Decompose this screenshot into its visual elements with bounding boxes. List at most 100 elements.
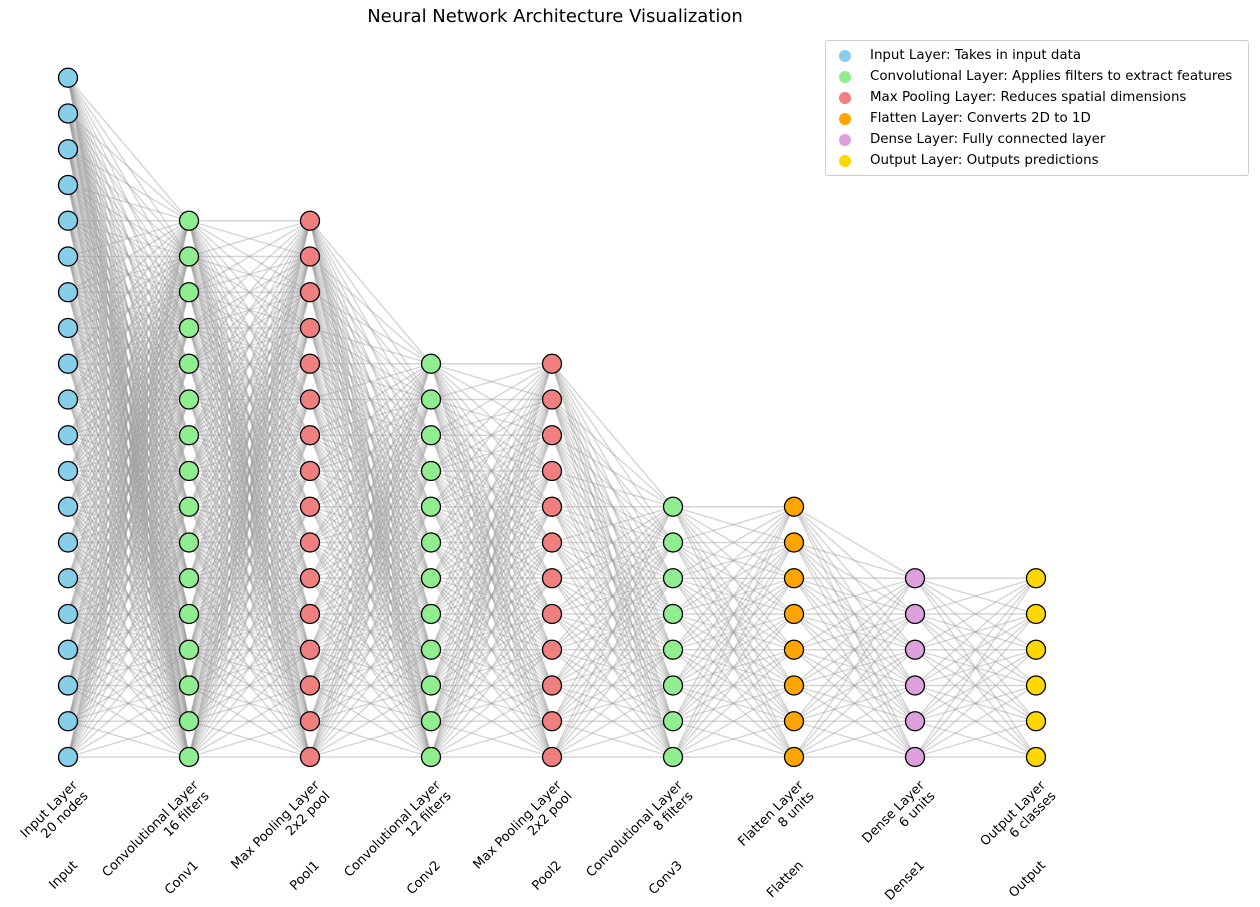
connection-edge (309, 506, 432, 651)
node-flatten (783, 675, 805, 696)
connection-edge (309, 649, 432, 722)
connection-edge (67, 363, 190, 472)
connection-edge (914, 684, 1037, 758)
connection-edge (551, 684, 674, 722)
connection-edge (67, 291, 190, 401)
connection-edge (309, 470, 432, 579)
connection-edge (793, 542, 916, 722)
node-dense1 (904, 746, 926, 768)
connection-edge (188, 577, 311, 687)
connection-edge (67, 77, 190, 436)
connection-edge (188, 506, 311, 686)
connection-edge (309, 434, 432, 651)
connection-edge (914, 684, 1037, 758)
connection-edge (188, 506, 311, 758)
connection-edge (430, 506, 553, 579)
connection-edge (188, 327, 311, 758)
connection-edge (67, 256, 190, 615)
connection-edge (914, 577, 1037, 615)
connection-edge (309, 470, 432, 722)
connection-edge (430, 434, 553, 686)
connection-edge (67, 291, 190, 365)
node-output (1025, 568, 1047, 589)
connection-edge (309, 613, 432, 687)
connection-edge (430, 434, 553, 544)
connection-edge (914, 613, 1037, 687)
connection-edge (188, 327, 311, 472)
connection-edge (309, 256, 432, 758)
connection-edge (67, 506, 190, 686)
connection-edge (672, 613, 795, 758)
connection-edge (188, 291, 311, 579)
connection-edge (188, 291, 311, 436)
connection-edge (188, 220, 311, 579)
connection-edge (188, 577, 311, 687)
connection-edge (67, 256, 190, 436)
connection-edge (188, 220, 311, 543)
connection-edge (67, 77, 190, 472)
connection-edge (67, 363, 190, 686)
connection-edge (309, 434, 432, 472)
connection-edge (188, 649, 311, 758)
connection-edge (430, 363, 553, 686)
connection-edge (67, 434, 190, 544)
connection-edge (67, 541, 190, 651)
connection-edge (672, 541, 795, 651)
connection-edge (672, 542, 795, 758)
connection-edge (188, 434, 311, 472)
connection-edge (551, 470, 674, 508)
connection-edge (67, 649, 190, 722)
node-conv2 (420, 711, 442, 732)
connection-edge (309, 363, 432, 579)
connection-edge (551, 613, 674, 651)
connection-edge (67, 256, 190, 686)
connection-edge (67, 363, 190, 436)
connection-edge (67, 398, 190, 472)
connection-edge (430, 684, 553, 722)
connection-edge (67, 327, 190, 579)
connection-edge (188, 220, 311, 329)
connection-edge (309, 399, 432, 686)
connection-edge (67, 77, 190, 722)
connection-edge (67, 363, 190, 472)
connection-edge (672, 577, 795, 687)
connection-edge (188, 399, 311, 722)
node-pool1 (299, 639, 321, 660)
connection-edge (188, 220, 311, 686)
connection-edge (309, 470, 432, 544)
connection-edge (188, 291, 311, 579)
connection-edge (188, 541, 311, 615)
connection-edge (430, 398, 553, 436)
node-conv1 (178, 639, 200, 660)
connection-edge (430, 434, 553, 722)
node-input (57, 174, 79, 196)
connection-edge (67, 148, 190, 258)
connection-edge (67, 649, 190, 758)
connection-edge (309, 220, 432, 543)
connection-edge (551, 399, 674, 615)
connection-edge (188, 506, 311, 651)
connection-edge (188, 720, 311, 758)
connection-edge (309, 542, 432, 686)
connection-edge (551, 470, 674, 579)
connection-edge (430, 398, 553, 436)
connection-edge (309, 613, 432, 758)
connection-edge (309, 363, 432, 615)
node-conv1 (178, 711, 200, 732)
connection-edge (309, 470, 432, 579)
connection-edge (309, 256, 432, 472)
connection-edge (67, 327, 190, 758)
connection-edge (793, 577, 916, 758)
node-flatten (783, 532, 805, 553)
connection-edge (188, 256, 311, 615)
connection-edge (188, 256, 311, 579)
connection-edge (309, 577, 432, 722)
connection-edge (188, 577, 311, 722)
connection-edge (67, 113, 190, 686)
connection-edge (67, 506, 190, 722)
node-conv3 (662, 746, 684, 768)
connection-edge (188, 613, 311, 687)
connection-edge (188, 470, 311, 579)
connection-edge (551, 577, 674, 615)
connection-edge (914, 613, 1037, 722)
